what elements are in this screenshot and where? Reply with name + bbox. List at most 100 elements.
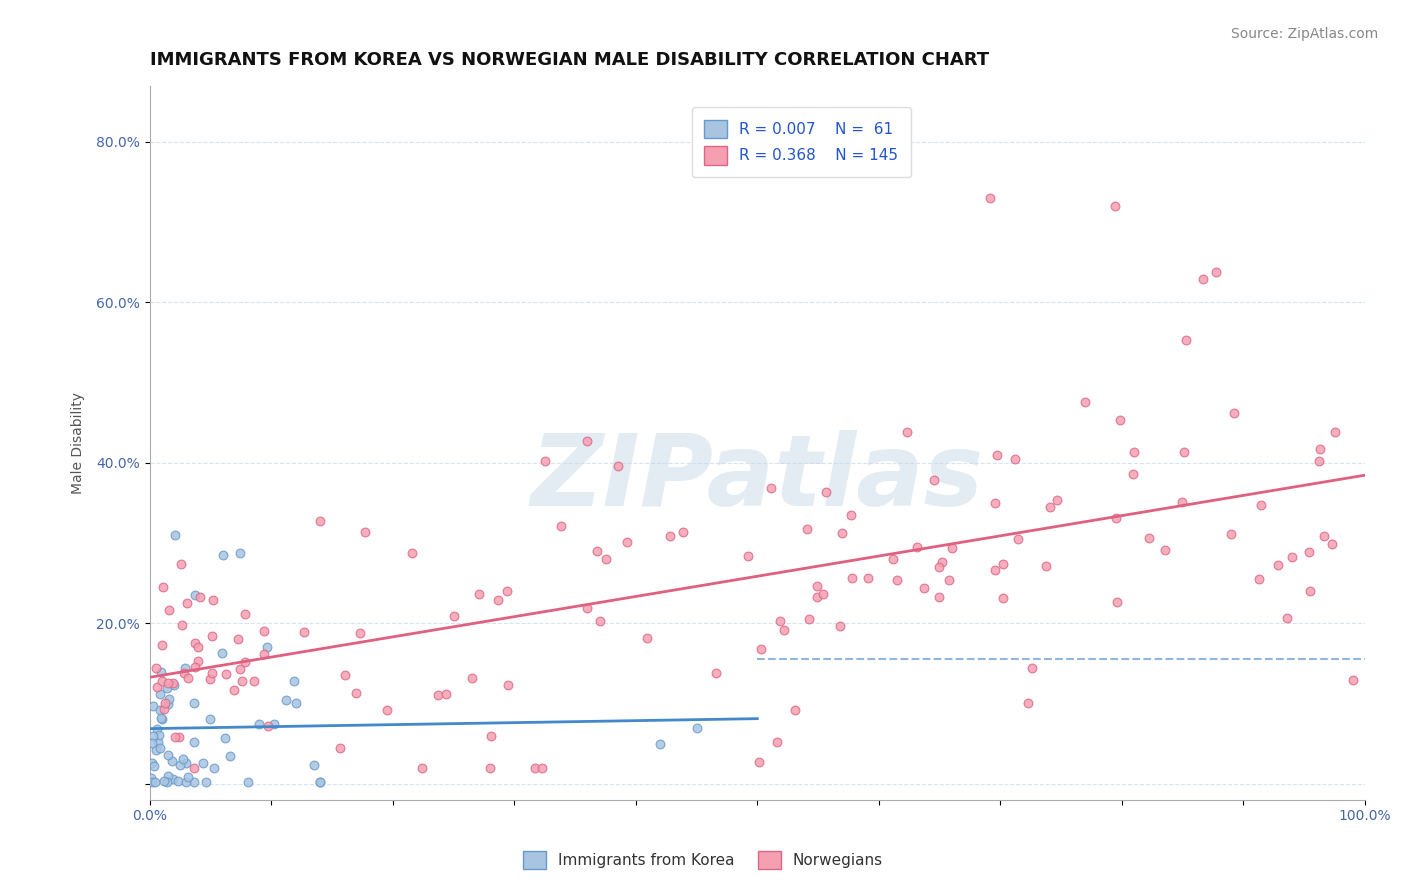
Point [1004,451,1026,466]
Point [146,722,169,736]
Point [233,655,256,669]
Point [149,687,172,701]
Point [188,591,211,605]
Point [1250,498,1272,512]
Point [148,735,170,749]
Point [247,717,270,731]
Point [841,571,863,585]
Point [329,740,352,755]
Text: IMMIGRANTS FROM KOREA VS NORWEGIAN MALE DISABILITY CORRELATION CHART: IMMIGRANTS FROM KOREA VS NORWEGIAN MALE … [150,51,988,69]
Point [1298,545,1320,559]
Legend: R = 0.007    N =  61, R = 0.368    N = 145: R = 0.007 N = 61, R = 0.368 N = 145 [692,107,911,177]
Point [308,775,330,789]
Point [1175,333,1198,347]
Point [986,449,1008,463]
Point [759,481,782,495]
Point [1220,527,1243,541]
Point [263,717,285,731]
Point [226,632,249,647]
Point [174,756,197,771]
Point [219,749,242,764]
Point [162,676,184,690]
Point [815,485,838,500]
Point [531,761,554,775]
Point [595,552,617,566]
Point [1341,673,1364,688]
Point [486,593,509,607]
Point [813,587,835,601]
Point [174,661,197,675]
Point [1137,531,1160,545]
Point [1154,543,1177,558]
Point [839,508,862,523]
Point [1007,532,1029,546]
Point [1123,444,1146,458]
Point [187,640,209,654]
Point [335,668,357,682]
Point [806,579,828,593]
Point [198,712,221,726]
Point [157,697,180,711]
Point [149,703,172,717]
Point [160,755,183,769]
Point [585,544,607,558]
Point [650,737,672,751]
Point [292,625,315,640]
Point [153,702,176,716]
Point [912,581,935,595]
Point [1267,558,1289,573]
Point [285,697,308,711]
Point [411,761,433,775]
Point [659,528,682,542]
Point [153,774,176,789]
Point [886,573,908,587]
Point [146,680,169,694]
Point [993,591,1015,606]
Point [200,629,222,643]
Point [229,663,252,677]
Point [495,583,517,598]
Point [152,638,174,652]
Point [685,721,707,735]
Point [882,551,904,566]
Point [253,624,276,639]
Point [375,703,398,717]
Point [636,631,658,645]
Point [141,756,163,770]
Point [143,759,166,773]
Point [1299,584,1322,599]
Point [149,741,172,756]
Point [354,524,377,539]
Point [229,545,252,559]
Point [172,752,194,766]
Point [201,666,224,681]
Point [616,534,638,549]
Point [1017,696,1039,710]
Point [257,719,280,733]
Point [984,564,1007,578]
Point [1046,493,1069,508]
Point [256,640,278,654]
Point [163,527,186,541]
Point [156,748,179,763]
Point [905,540,928,554]
Point [183,589,205,603]
Point [606,458,628,473]
Point [479,729,502,743]
Point [427,688,450,702]
Point [704,665,727,680]
Point [434,687,457,701]
Point [1313,529,1336,543]
Point [1108,413,1130,427]
Point [145,661,167,675]
Point [1039,500,1062,515]
Point [768,614,790,628]
Point [139,771,162,785]
Point [170,617,193,632]
Legend: Immigrants from Korea, Norwegians: Immigrants from Korea, Norwegians [517,845,889,875]
Point [576,434,599,449]
Point [142,698,165,713]
Point [201,593,224,607]
Point [1309,442,1331,456]
Point [1222,406,1244,420]
